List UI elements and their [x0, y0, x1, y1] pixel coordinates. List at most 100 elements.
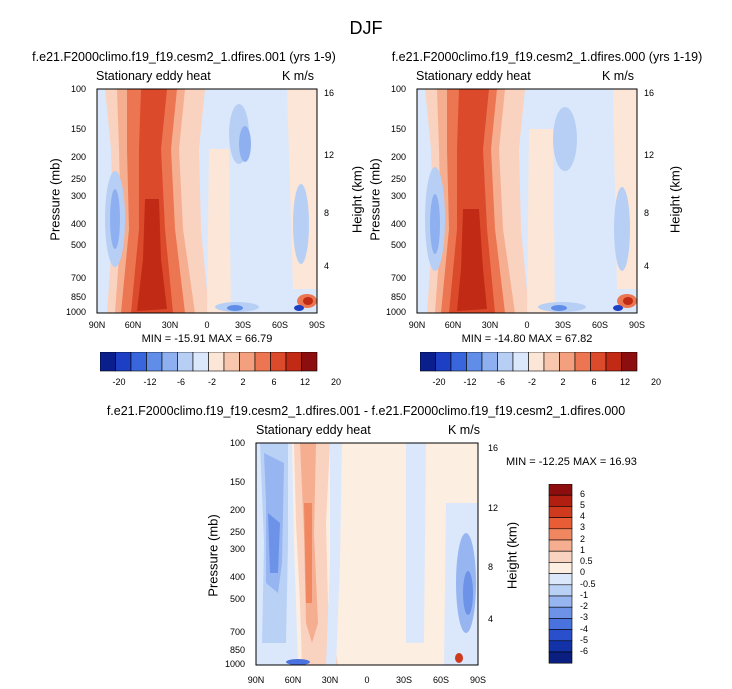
panel1-title: f.e21.F2000climo.f19_f19.cesm2_1.dfires.… [32, 50, 336, 64]
panel1-contour-neg8 [294, 305, 304, 311]
panel3-ytick: 700 [229, 627, 245, 637]
colorbar-swatch [161, 352, 178, 372]
panel1-cbar-label: -6 [176, 377, 185, 387]
panel2-ytick: 850 [390, 292, 406, 302]
panel2-y2tick: 8 [644, 208, 650, 218]
panel3-xtick: 30S [395, 675, 412, 685]
panel3-y2tick: 4 [488, 614, 494, 624]
panel3-cbar-label: -3 [580, 612, 589, 622]
panel3-ytick: 400 [229, 572, 245, 582]
panel1-contour-neg5 [293, 184, 309, 264]
panel3-cbar-label: -1 [580, 590, 589, 600]
panel2-colorbar [420, 352, 638, 372]
panel3-cbar-label: 4 [580, 511, 586, 521]
colorbar-swatch [115, 352, 132, 372]
colorbar-swatch [450, 352, 467, 372]
panel1-contour-pos5 [137, 199, 167, 311]
panel3-xtick: 60S [432, 675, 449, 685]
panel1-xtick: 60S [271, 320, 288, 330]
panel2-cbar-label: 20 [650, 377, 661, 387]
colorbar-swatch [481, 352, 498, 372]
colorbar-swatch [590, 352, 607, 372]
panel1-y2tick: 8 [324, 208, 330, 218]
colorbar-swatch [301, 352, 318, 372]
panel3-xtick: 0 [364, 675, 370, 685]
panel1-frame [96, 88, 318, 314]
colorbar-swatch [605, 352, 622, 372]
panel1-cbar-label: 2 [240, 377, 246, 387]
colorbar-swatch [177, 352, 194, 372]
panel3-left-label: Stationary eddy heat [256, 423, 371, 437]
panel3-contour-pos4 [455, 653, 463, 663]
panel3-cbar-label: 3 [580, 522, 586, 532]
colorbar-swatch [270, 352, 287, 372]
panel3-minmax: MIN = -12.25 MAX = 16.93 [506, 456, 637, 468]
colorbar-swatch [497, 352, 514, 372]
panel2-ytick: 250 [390, 174, 406, 184]
panel2-contour-pos4 [449, 89, 495, 313]
panel3-xtick: 60N [284, 675, 302, 685]
panel1-contour-neg7 [227, 305, 243, 311]
panel1-contour-neg4 [239, 126, 251, 162]
panel2-cbar-label: 2 [560, 377, 566, 387]
panel2-y2tick: 12 [644, 150, 655, 160]
panel3-xtick: 30N [321, 675, 339, 685]
panel2-contour-pos6 [527, 129, 555, 313]
panel1-y2tick: 4 [324, 261, 330, 271]
panel1-xtick: 30S [234, 320, 251, 330]
panel2-left-label: Stationary eddy heat [416, 69, 531, 83]
panel3-cbar-label: -2 [580, 601, 589, 611]
panel3-cbar-label: -6 [580, 646, 589, 656]
colorbar-swatch [548, 584, 573, 597]
panel2-xtick: 30N [481, 320, 499, 330]
panel3-cbar-label: 2 [580, 534, 586, 544]
colorbar-swatch [548, 562, 573, 574]
colorbar-swatch [548, 573, 573, 586]
panel2-cbar-label: -20 [432, 377, 446, 387]
colorbar-swatch [548, 629, 573, 642]
panel2-contour-neg3 [553, 107, 577, 171]
colorbar-swatch [435, 352, 452, 372]
panel3-contour-neg9 [463, 571, 473, 615]
panel1-cbar-label: -2 [207, 377, 216, 387]
panel2-cbar-label: -12 [463, 377, 477, 387]
panel1-y2tick: 16 [324, 88, 335, 98]
panel3-xtick: 90S [469, 675, 486, 685]
panel2-ytick: 100 [390, 84, 406, 94]
panel2-xtick: 0 [524, 320, 530, 330]
panel1-ylabel: Pressure (mb) [47, 158, 63, 241]
panel2-ytick: 500 [390, 240, 406, 250]
colorbar-swatch [548, 606, 573, 619]
colorbar-swatch [512, 352, 529, 372]
panel3-cbar-label: -5 [580, 635, 589, 645]
panel3-ytick: 200 [229, 505, 245, 515]
panel1-ytick: 250 [70, 174, 86, 184]
panel1-ytick: 850 [70, 292, 86, 302]
panel2-contour-neg2 [430, 194, 440, 254]
panel1-minmax: MIN = -15.91 MAX = 66.79 [141, 333, 273, 345]
colorbar-swatch [420, 352, 436, 372]
panel2-units: K m/s [602, 69, 634, 83]
panel3-cbar-label: 5 [580, 500, 586, 510]
colorbar-swatch [466, 352, 483, 372]
panel3-cbar-label: -4 [580, 624, 589, 634]
panel1-y2label: Height (km) [349, 165, 365, 234]
panel3-ytick: 500 [229, 594, 245, 604]
colorbar-swatch [254, 352, 271, 372]
colorbar-swatch [548, 640, 573, 653]
panel1-cbar-label: 6 [271, 377, 277, 387]
colorbar-swatch [574, 352, 591, 372]
panel2-y2label: Height (km) [667, 165, 683, 234]
panel2-xtick: 90N [408, 320, 426, 330]
panel3-y2label: Height (km) [504, 521, 520, 590]
panel1-xtick: 90S [308, 320, 325, 330]
panel2-ytick: 150 [390, 124, 406, 134]
panel3-cbar-label: 1 [580, 545, 586, 555]
panel1-ytick: 400 [70, 219, 86, 229]
colorbar-swatch [192, 352, 209, 372]
panel1-ytick: 300 [70, 191, 86, 201]
panel1-xtick: 30N [161, 320, 179, 330]
panel1-ytick: 1000 [66, 307, 87, 317]
colorbar-swatch [548, 651, 573, 664]
colorbar-swatch [146, 352, 163, 372]
